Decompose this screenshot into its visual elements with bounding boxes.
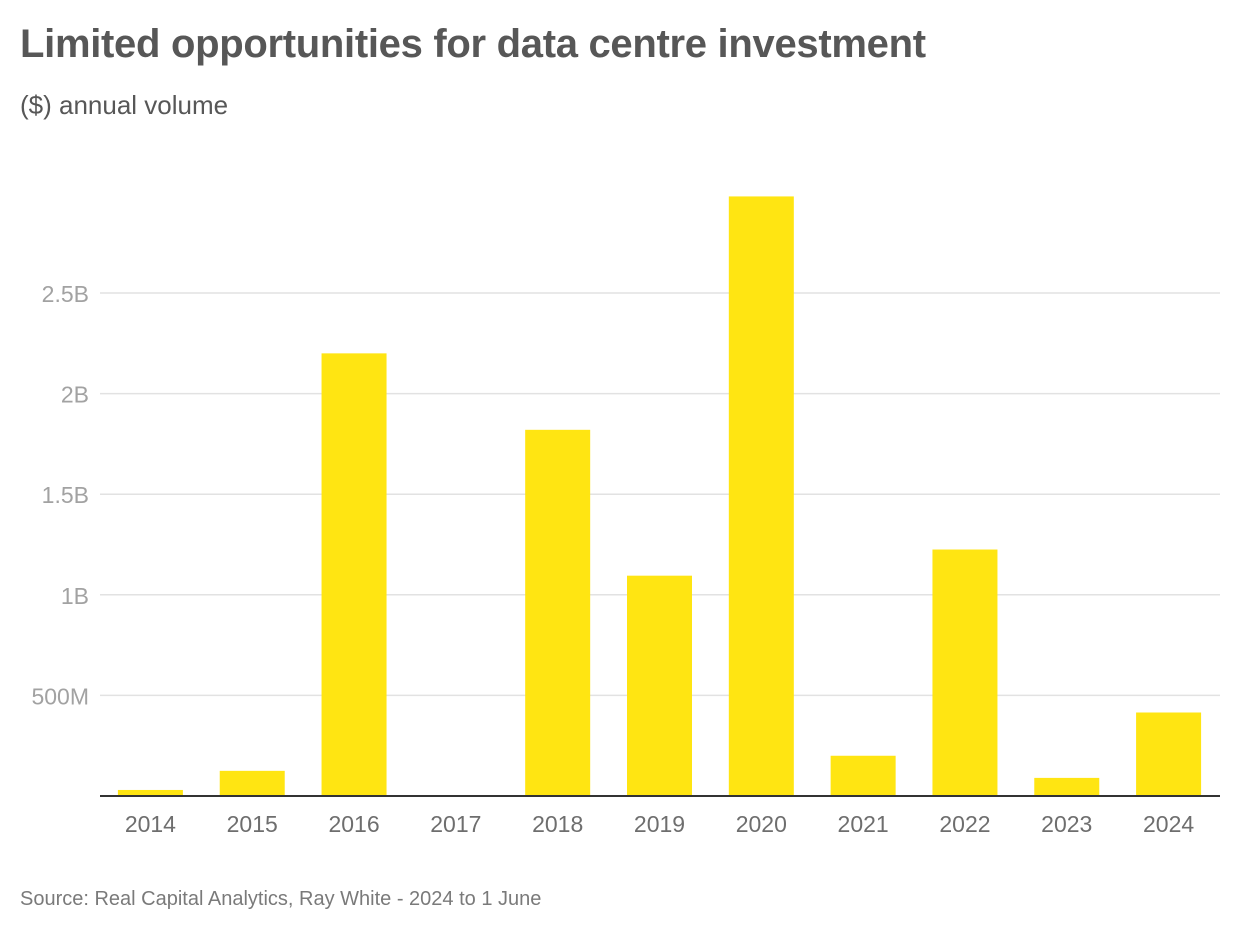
bar-2023 bbox=[1034, 777, 1100, 796]
x-tick-label: 2022 bbox=[939, 811, 990, 837]
y-axis-tick-labels: 500M 1B 1.5B 2B 2.5B bbox=[31, 281, 89, 709]
chart-title: Limited opportunities for data centre in… bbox=[20, 22, 926, 66]
bar-2016 bbox=[321, 353, 387, 796]
y-tick-label: 1.5B bbox=[42, 482, 89, 508]
x-tick-label: 2017 bbox=[430, 811, 481, 837]
y-tick-label: 2.5B bbox=[42, 281, 89, 307]
y-tick-label: 1B bbox=[61, 583, 89, 609]
bar-2021 bbox=[830, 755, 896, 796]
bar-2022 bbox=[932, 549, 998, 796]
source-note: Source: Real Capital Analytics, Ray Whit… bbox=[20, 888, 542, 910]
bar-2024 bbox=[1136, 712, 1202, 796]
x-tick-label: 2014 bbox=[125, 811, 176, 837]
chart-subtitle: ($) annual volume bbox=[20, 90, 229, 120]
bar-2015 bbox=[219, 770, 285, 796]
y-tick-label: 2B bbox=[61, 382, 89, 408]
y-tick-label: 500M bbox=[31, 683, 89, 709]
x-tick-label: 2016 bbox=[328, 811, 379, 837]
x-tick-label: 2019 bbox=[634, 811, 685, 837]
bars bbox=[117, 196, 1202, 796]
x-tick-label: 2024 bbox=[1143, 811, 1194, 837]
x-tick-label: 2020 bbox=[736, 811, 787, 837]
bar-2018 bbox=[525, 429, 591, 796]
x-tick-label: 2018 bbox=[532, 811, 583, 837]
bar-2020 bbox=[728, 196, 794, 796]
x-tick-label: 2023 bbox=[1041, 811, 1092, 837]
x-tick-label: 2015 bbox=[227, 811, 278, 837]
bar-2019 bbox=[627, 575, 692, 796]
bar-2014 bbox=[117, 789, 183, 796]
x-tick-label: 2021 bbox=[838, 811, 889, 837]
x-axis-tick-labels: 2014 2015 2016 2017 2018 2019 2020 2021 2022 2023… bbox=[125, 811, 1195, 837]
